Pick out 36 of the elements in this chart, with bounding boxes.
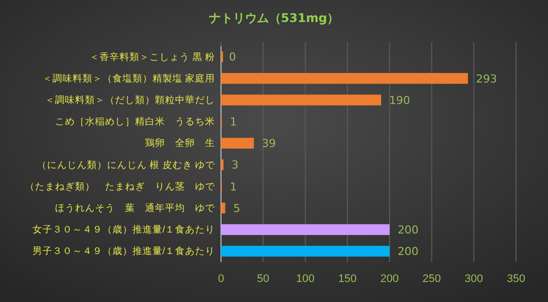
bar bbox=[221, 246, 390, 257]
x-tick-label: 350 bbox=[506, 272, 526, 285]
x-tick-label: 300 bbox=[464, 272, 484, 285]
x-tick-label: 150 bbox=[338, 272, 357, 285]
y-tick-label: 鶏卵 全卵 生 bbox=[145, 137, 215, 150]
x-tick-label: 200 bbox=[380, 272, 399, 285]
bar bbox=[221, 224, 390, 235]
y-tick-label: ＜香辛料類＞こしょう 黒 粉 bbox=[90, 50, 215, 63]
data-label: 1 bbox=[230, 180, 237, 194]
x-tick-label: 100 bbox=[296, 272, 314, 285]
y-tick-label: ほうれんそう 葉 通年平均 ゆで bbox=[55, 202, 216, 214]
data-label: 3 bbox=[232, 158, 239, 172]
bar bbox=[221, 138, 254, 149]
y-tick-label: こめ［水稲めし］精白米 うるち米 bbox=[55, 116, 215, 128]
y-tick-label: ＜調味料類＞（だし類）顆粒中華だし bbox=[45, 94, 215, 106]
data-label: 1 bbox=[230, 115, 237, 128]
data-label: 293 bbox=[476, 72, 497, 86]
bar bbox=[221, 73, 468, 84]
chart-title: ナトリウム（531mg） bbox=[208, 11, 340, 25]
data-label: 200 bbox=[398, 223, 419, 236]
x-tick-label: 250 bbox=[422, 272, 441, 285]
data-label: 200 bbox=[398, 245, 419, 258]
y-tick-label: 女子３０～４９（歳）推進量/１食あたり bbox=[32, 224, 215, 236]
x-tick-label: 50 bbox=[257, 272, 270, 285]
y-tick-label: （にんじん類）にんじん 根 皮むき ゆで bbox=[37, 158, 216, 171]
y-tick-label: ＜調味料類＞（食塩類）精製塩 家庭用 bbox=[42, 72, 215, 84]
data-label: 190 bbox=[389, 94, 410, 107]
y-tick-label: 男子３０～４９（歳）推進量/１食あたり bbox=[32, 245, 215, 258]
y-tick-label: （たまねぎ類） たまねぎ りん茎 ゆで bbox=[25, 180, 216, 192]
x-tick-label: 0 bbox=[218, 272, 224, 285]
bar bbox=[221, 159, 224, 170]
bar bbox=[221, 94, 382, 106]
bar bbox=[221, 202, 226, 214]
data-label: 39 bbox=[262, 137, 276, 150]
data-label: 0 bbox=[229, 50, 236, 64]
data-label: 5 bbox=[233, 202, 240, 215]
